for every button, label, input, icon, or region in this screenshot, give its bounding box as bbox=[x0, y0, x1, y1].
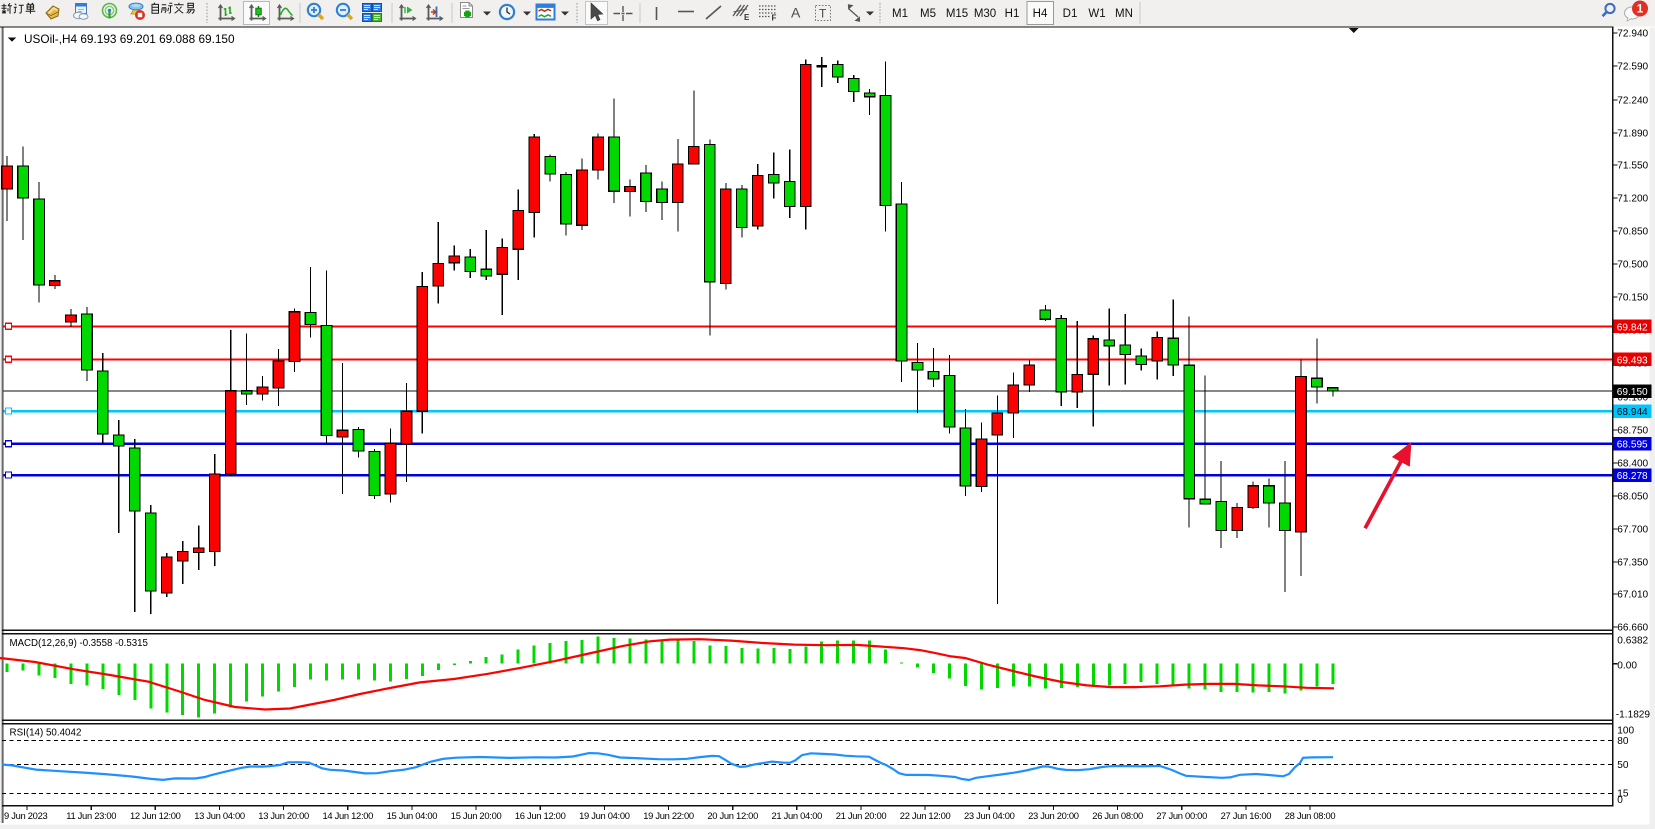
svg-text:20 Jun 12:00: 20 Jun 12:00 bbox=[707, 810, 758, 821]
svg-text:71.550: 71.550 bbox=[1617, 161, 1648, 172]
svg-text:M30: M30 bbox=[974, 8, 996, 20]
svg-text:13 Jun 20:00: 13 Jun 20:00 bbox=[258, 810, 309, 821]
svg-text:E: E bbox=[744, 13, 750, 22]
svg-text:9 Jun 2023: 9 Jun 2023 bbox=[4, 810, 47, 821]
svg-text:W1: W1 bbox=[1088, 8, 1105, 20]
svg-text:M15: M15 bbox=[946, 8, 968, 20]
svg-text:71.200: 71.200 bbox=[1617, 194, 1648, 205]
svg-text:100: 100 bbox=[1617, 725, 1634, 736]
svg-text:T: T bbox=[819, 7, 827, 21]
svg-text:H4: H4 bbox=[1033, 8, 1048, 20]
svg-text:F: F bbox=[772, 14, 777, 23]
svg-text:68.944: 68.944 bbox=[1617, 407, 1648, 418]
svg-text:68.278: 68.278 bbox=[1617, 471, 1648, 482]
svg-text:69.100: 69.100 bbox=[1617, 393, 1648, 404]
svg-text:80: 80 bbox=[1617, 736, 1629, 747]
svg-text:70.150: 70.150 bbox=[1617, 293, 1648, 304]
svg-text:72.940: 72.940 bbox=[1617, 29, 1648, 40]
svg-text:21 Jun 20:00: 21 Jun 20:00 bbox=[836, 810, 887, 821]
svg-text:70.850: 70.850 bbox=[1617, 227, 1648, 238]
svg-text:12 Jun 12:00: 12 Jun 12:00 bbox=[130, 810, 181, 821]
svg-text:11 Jun 23:00: 11 Jun 23:00 bbox=[66, 810, 116, 821]
svg-text:-1.1829: -1.1829 bbox=[1616, 709, 1651, 720]
svg-text:71.890: 71.890 bbox=[1617, 129, 1648, 140]
svg-text:67.700: 67.700 bbox=[1617, 525, 1648, 536]
svg-text:69.493: 69.493 bbox=[1617, 355, 1648, 366]
svg-text:0.00: 0.00 bbox=[1617, 661, 1637, 672]
svg-text:A: A bbox=[791, 5, 801, 21]
svg-text:27 Jun 16:00: 27 Jun 16:00 bbox=[1221, 810, 1272, 821]
svg-text:19 Jun 22:00: 19 Jun 22:00 bbox=[643, 810, 694, 821]
svg-text:H1: H1 bbox=[1005, 8, 1020, 20]
svg-text:67.010: 67.010 bbox=[1617, 590, 1648, 601]
svg-text:69.842: 69.842 bbox=[1617, 322, 1648, 333]
svg-text:1: 1 bbox=[1637, 2, 1644, 16]
svg-text:0.6382: 0.6382 bbox=[1617, 635, 1648, 646]
svg-text:16 Jun 12:00: 16 Jun 12:00 bbox=[515, 810, 566, 821]
svg-text:14 Jun 12:00: 14 Jun 12:00 bbox=[322, 810, 373, 821]
svg-text:19 Jun 04:00: 19 Jun 04:00 bbox=[579, 810, 630, 821]
svg-text:70.500: 70.500 bbox=[1617, 260, 1648, 271]
svg-text:MACD(12,26,9) -0.3558 -0.5315: MACD(12,26,9) -0.3558 -0.5315 bbox=[10, 638, 148, 649]
svg-text:68.400: 68.400 bbox=[1617, 459, 1648, 470]
svg-text:26 Jun 08:00: 26 Jun 08:00 bbox=[1092, 810, 1143, 821]
svg-text:68.050: 68.050 bbox=[1617, 492, 1648, 503]
svg-text:M1: M1 bbox=[892, 8, 908, 20]
svg-text:28 Jun 08:00: 28 Jun 08:00 bbox=[1285, 810, 1336, 821]
svg-text:15 Jun 20:00: 15 Jun 20:00 bbox=[451, 810, 502, 821]
svg-text:21 Jun 04:00: 21 Jun 04:00 bbox=[771, 810, 822, 821]
svg-text:23 Jun 04:00: 23 Jun 04:00 bbox=[964, 810, 1015, 821]
svg-text:15: 15 bbox=[1617, 788, 1629, 799]
svg-text:23 Jun 20:00: 23 Jun 20:00 bbox=[1028, 810, 1079, 821]
svg-text:68.595: 68.595 bbox=[1617, 440, 1648, 451]
svg-text:RSI(14) 50.4042: RSI(14) 50.4042 bbox=[10, 728, 82, 739]
svg-text:USOil-,H4 69.193 69.201 69.08: USOil-,H4 69.193 69.201 69.088 69.150 bbox=[24, 32, 235, 46]
svg-text:MN: MN bbox=[1115, 8, 1133, 20]
svg-text:M5: M5 bbox=[920, 8, 936, 20]
svg-text:27 Jun 00:00: 27 Jun 00:00 bbox=[1156, 810, 1207, 821]
svg-text:50: 50 bbox=[1617, 760, 1629, 771]
svg-text:66.660: 66.660 bbox=[1617, 623, 1648, 634]
svg-text:69.150: 69.150 bbox=[1617, 387, 1648, 398]
svg-text:72.590: 72.590 bbox=[1617, 62, 1648, 73]
svg-text:22 Jun 12:00: 22 Jun 12:00 bbox=[900, 810, 951, 821]
svg-text:15 Jun 04:00: 15 Jun 04:00 bbox=[387, 810, 438, 821]
svg-text:13 Jun 04:00: 13 Jun 04:00 bbox=[194, 810, 245, 821]
svg-text:D1: D1 bbox=[1063, 8, 1078, 20]
svg-text:0: 0 bbox=[1617, 795, 1623, 806]
svg-text:72.240: 72.240 bbox=[1617, 96, 1648, 107]
svg-text:67.350: 67.350 bbox=[1617, 558, 1648, 569]
svg-text:68.750: 68.750 bbox=[1617, 426, 1648, 437]
